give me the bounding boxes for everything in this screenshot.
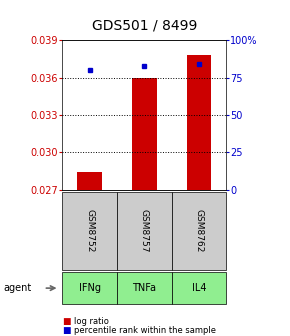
Text: GSM8757: GSM8757 — [140, 209, 149, 253]
Text: GSM8762: GSM8762 — [194, 209, 203, 253]
Text: GSM8752: GSM8752 — [85, 209, 94, 253]
Text: percentile rank within the sample: percentile rank within the sample — [74, 326, 216, 335]
Text: log ratio: log ratio — [74, 317, 109, 326]
Text: ■: ■ — [62, 317, 71, 326]
Text: TNFa: TNFa — [132, 283, 156, 293]
Bar — [77, 172, 102, 190]
Bar — [132, 78, 157, 190]
Text: agent: agent — [3, 283, 31, 293]
Text: ■: ■ — [62, 326, 71, 335]
Text: IFNg: IFNg — [79, 283, 101, 293]
Text: GDS501 / 8499: GDS501 / 8499 — [92, 18, 198, 33]
Bar — [186, 55, 211, 190]
Text: IL4: IL4 — [192, 283, 206, 293]
